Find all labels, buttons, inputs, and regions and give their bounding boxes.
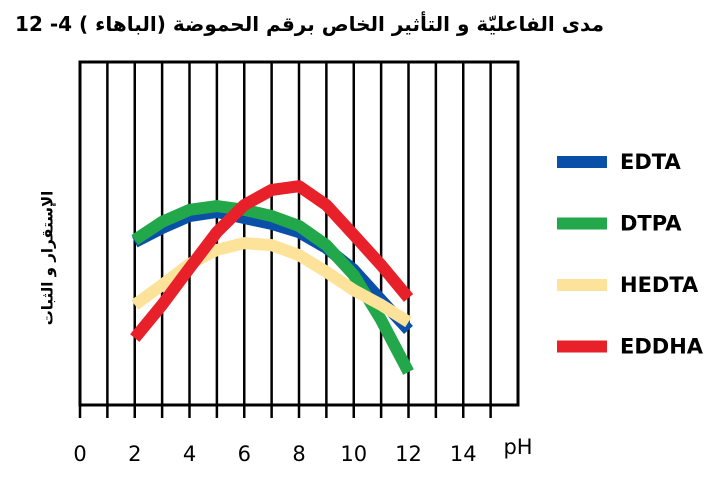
legend-label: DTPA (620, 212, 682, 236)
x-tick-label: 6 (238, 442, 251, 466)
y-axis-label: الإستقرار و الثبات (39, 191, 57, 326)
x-tick-label: 2 (128, 442, 141, 466)
chart-title: مدى الفاعليّة و التأثير الخاص برقم الحمو… (15, 12, 604, 36)
x-tick-label: 8 (292, 442, 305, 466)
x-tick-label: 0 (73, 442, 86, 466)
x-axis-label: pH (503, 435, 532, 459)
x-tick-label: 4 (183, 442, 196, 466)
x-tick-label: 12 (395, 442, 422, 466)
plot-frame (78, 60, 520, 407)
legend-label: EDDHA (620, 335, 704, 359)
x-tick-label: 10 (340, 442, 367, 466)
legend-label: HEDTA (620, 273, 699, 297)
x-tick-label: 14 (450, 442, 477, 466)
series-line (130, 180, 414, 342)
legend-label: EDTA (620, 150, 681, 174)
